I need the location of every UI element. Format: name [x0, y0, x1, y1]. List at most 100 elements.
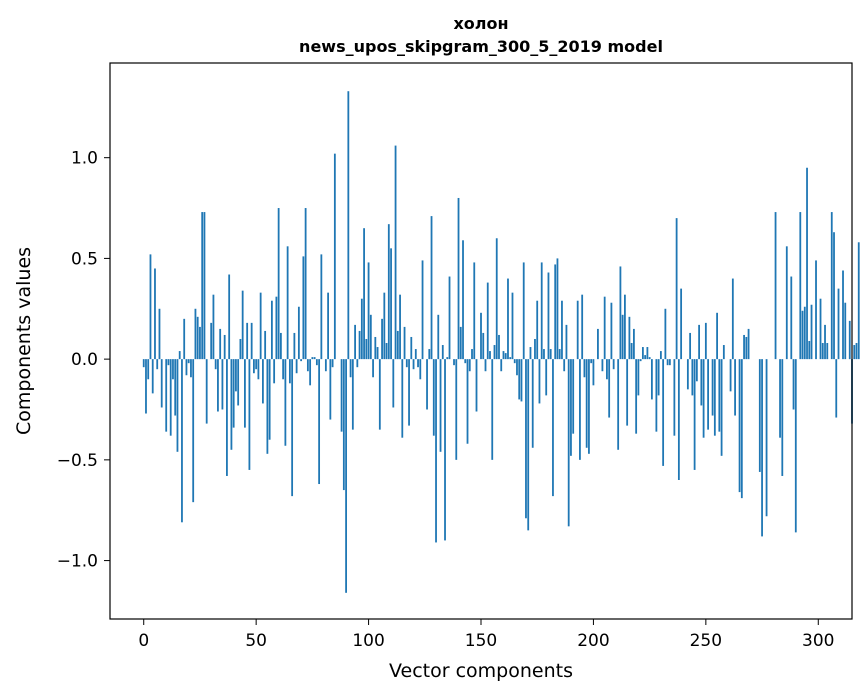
bar-257: [720, 359, 723, 456]
bar-237: [675, 218, 678, 360]
bar-246: [695, 359, 698, 382]
bar-233: [666, 359, 669, 366]
bar-55: [266, 359, 269, 454]
bar-23: [194, 308, 197, 360]
bar-153: [486, 282, 489, 360]
bar-296: [808, 341, 811, 360]
bar-262: [731, 278, 734, 360]
bar-94: [354, 324, 356, 360]
bar-141: [459, 326, 462, 360]
bar-132: [439, 359, 442, 452]
bar-168: [520, 359, 523, 402]
bar-46: [246, 322, 249, 360]
bar-59: [275, 296, 278, 360]
bar-67: [293, 332, 296, 360]
bar-25: [199, 326, 201, 360]
bar-34: [219, 328, 222, 360]
bar-4: [151, 359, 154, 394]
bar-196: [583, 359, 586, 378]
bar-21: [190, 359, 192, 378]
bar-221: [639, 359, 642, 362]
bar-114: [399, 294, 401, 360]
bar-156: [493, 345, 496, 360]
bar-50: [255, 359, 258, 370]
bar-93: [351, 359, 354, 430]
bar-317: [855, 343, 858, 360]
bar-78: [318, 359, 321, 485]
bar-126: [426, 359, 428, 410]
bar-251: [707, 359, 709, 430]
bar-232: [664, 308, 667, 360]
bar-8: [160, 359, 163, 408]
bar-248: [700, 359, 703, 406]
bar-64: [286, 246, 289, 360]
bar-229: [657, 359, 660, 396]
bar-202: [597, 328, 599, 360]
bar-53: [262, 359, 264, 404]
bar-284: [781, 359, 784, 476]
bar-117: [405, 359, 408, 368]
bar-144: [466, 359, 469, 444]
bar-301: [819, 298, 822, 360]
bar-108: [385, 343, 388, 360]
bar-302: [821, 343, 824, 360]
bar-261: [729, 359, 732, 392]
bar-148: [475, 359, 478, 412]
bar-95: [356, 359, 359, 368]
bar-39: [230, 359, 233, 450]
bar-136: [448, 276, 451, 360]
bar-288: [790, 276, 793, 360]
bar-183: [554, 264, 557, 360]
bar-238: [677, 359, 680, 480]
bar-88: [340, 359, 343, 432]
bar-152: [484, 359, 487, 372]
bar-36: [223, 334, 226, 360]
bar-267: [743, 334, 745, 360]
bar-11: [167, 359, 170, 366]
bar-318: [857, 242, 860, 360]
bar-115: [401, 359, 404, 438]
bar-2: [147, 359, 150, 380]
bar-30: [210, 322, 213, 360]
bar-5: [154, 268, 156, 360]
bar-42: [237, 359, 240, 406]
bar-242: [686, 359, 689, 390]
bar-247: [698, 324, 700, 360]
bar-211: [617, 359, 620, 450]
bar-142: [462, 240, 464, 360]
bar-254: [713, 359, 716, 436]
bars-group: [142, 91, 860, 593]
bar-226: [650, 359, 653, 400]
bar-197: [585, 359, 588, 448]
bar-188: [565, 324, 568, 360]
x-tick-label: 300: [802, 631, 834, 651]
x-tick-label: 0: [138, 631, 149, 651]
bar-160: [502, 351, 505, 360]
bar-158: [498, 334, 500, 360]
bar-121: [414, 349, 417, 360]
bar-107: [383, 292, 386, 360]
y-axis-label: Components values: [13, 247, 35, 435]
bar-71: [302, 256, 305, 360]
bar-306: [830, 212, 833, 360]
bar-206: [606, 359, 608, 380]
bar-6: [156, 359, 159, 370]
bar-77: [315, 359, 318, 366]
bar-1: [145, 359, 147, 414]
bar-54: [264, 330, 267, 360]
bar-82: [327, 292, 329, 360]
bar-68: [295, 359, 298, 374]
bar-151: [482, 332, 485, 360]
bar-255: [716, 312, 718, 360]
bar-213: [621, 314, 624, 360]
bar-75: [311, 357, 314, 360]
bar-187: [563, 359, 566, 372]
bar-256: [718, 359, 721, 432]
bar-102: [372, 359, 374, 378]
bar-170: [525, 359, 527, 519]
bar-205: [603, 296, 606, 360]
bar-147: [473, 262, 476, 360]
bar-195: [581, 294, 584, 360]
bar-243: [689, 332, 692, 360]
bar-45: [244, 359, 246, 428]
